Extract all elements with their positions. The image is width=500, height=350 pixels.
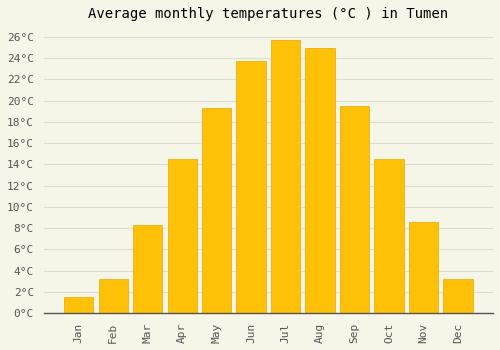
Bar xyxy=(168,159,197,313)
Bar xyxy=(133,225,162,313)
Bar xyxy=(98,279,128,313)
Bar xyxy=(306,48,334,313)
Bar xyxy=(202,108,232,313)
Bar xyxy=(271,40,300,313)
Bar xyxy=(409,222,438,313)
Bar xyxy=(374,159,404,313)
Bar xyxy=(64,297,94,313)
Bar xyxy=(340,106,369,313)
Bar xyxy=(444,279,472,313)
Title: Average monthly temperatures (°C ) in Tumen: Average monthly temperatures (°C ) in Tu… xyxy=(88,7,448,21)
Bar xyxy=(236,61,266,313)
